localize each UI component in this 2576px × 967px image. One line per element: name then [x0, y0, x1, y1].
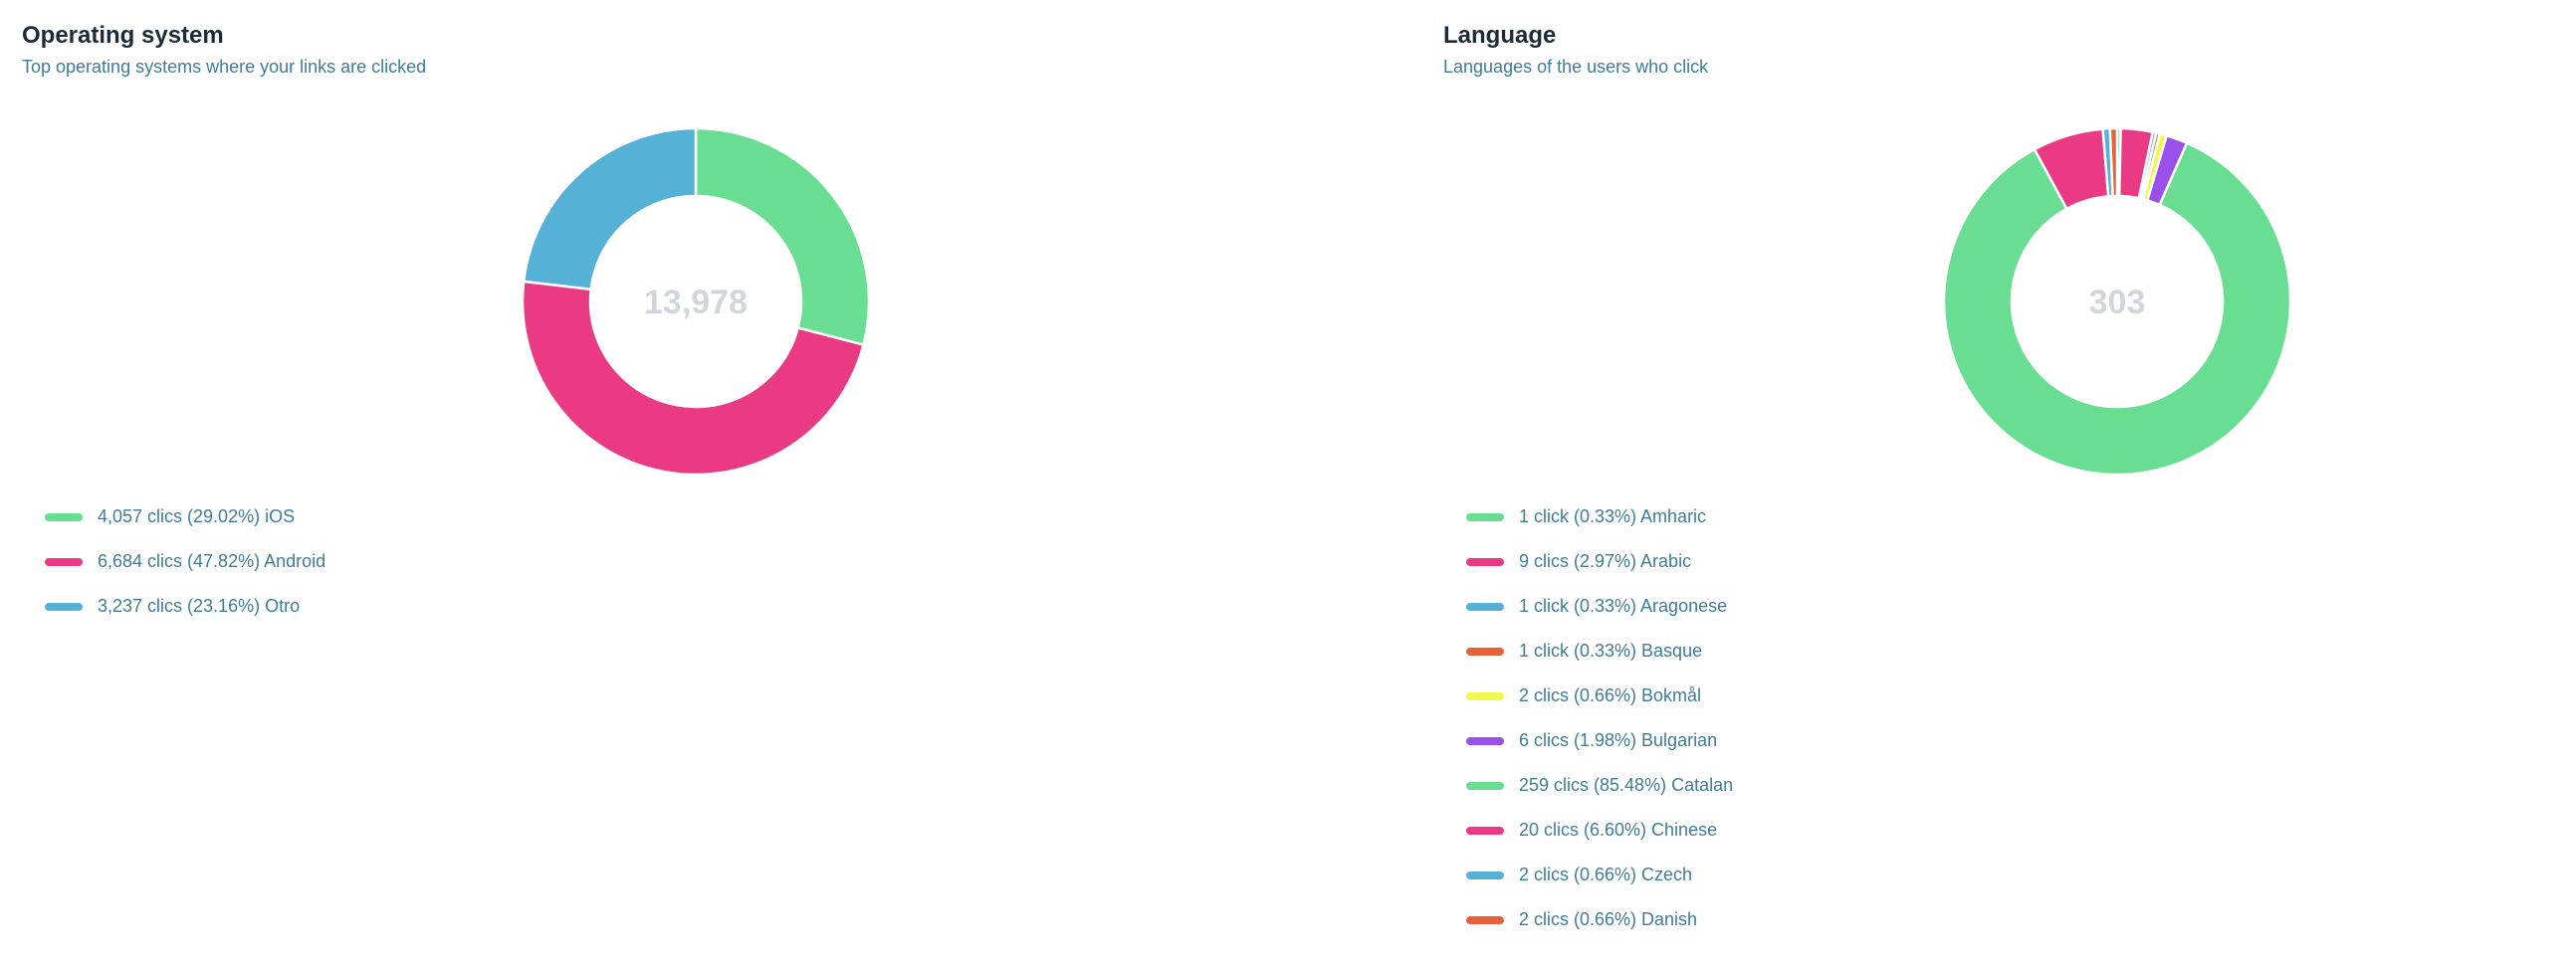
donut-center-total: 13,978: [644, 284, 748, 321]
legend-item[interactable]: 6,684 clics (47.82%) Android: [45, 539, 325, 584]
legend-item[interactable]: 259 clics (85.48%) Catalan: [1466, 763, 1733, 808]
legend-label: 1 click (0.33%) Aragonese: [1519, 596, 1728, 616]
donut-center-total: 303: [2089, 284, 2146, 321]
legend-item[interactable]: 1 click (0.33%) Aragonese: [1466, 584, 1733, 629]
chart-title: Operating system: [22, 22, 224, 49]
language-legend: 1 click (0.33%) Amharic 9 clics (2.97%) …: [1466, 494, 1733, 942]
chart-subtitle: Languages of the users who click: [1443, 57, 1709, 77]
legend-label: 4,057 clics (29.02%) iOS: [98, 506, 296, 526]
operating-system-panel: Operating system Top operating systems w…: [0, 0, 1234, 967]
legend-swatch: [1466, 557, 1504, 566]
legend-item[interactable]: 1 click (0.33%) Basque: [1466, 629, 1733, 674]
legend-item[interactable]: 9 clics (2.97%) Arabic: [1466, 539, 1733, 584]
legend-label: 9 clics (2.97%) Arabic: [1519, 551, 1692, 571]
donut-slice-catalan[interactable]: [1942, 141, 2292, 477]
legend-item[interactable]: 4,057 clics (29.02%) iOS: [45, 494, 325, 539]
chart-subtitle: Top operating systems where your links a…: [22, 57, 427, 77]
legend-swatch: [45, 602, 83, 611]
legend-swatch: [1466, 512, 1504, 521]
legend-label: 20 clics (6.60%) Chinese: [1519, 820, 1718, 840]
legend-item[interactable]: 20 clics (6.60%) Chinese: [1466, 808, 1733, 853]
legend-label: 2 clics (0.66%) Czech: [1519, 865, 1693, 884]
language-donut-slices: [1942, 126, 2292, 477]
legend-item[interactable]: 3,237 clics (23.16%) Otro: [45, 584, 325, 629]
legend-swatch: [1466, 691, 1504, 700]
donut-slice-danish[interactable]: [2108, 126, 2119, 198]
legend-item[interactable]: 2 clics (0.66%) Bokmål: [1466, 674, 1733, 718]
legend-label: 1 click (0.33%) Amharic: [1519, 506, 1707, 526]
legend-label: 6 clics (1.98%) Bulgarian: [1519, 730, 1718, 750]
language-panel: Language Languages of the users who clic…: [1421, 0, 2576, 967]
os-donut-chart: 13,978: [521, 126, 871, 477]
legend-label: 3,237 clics (23.16%) Otro: [98, 596, 301, 616]
legend-item[interactable]: 1 click (0.33%) Amharic: [1466, 494, 1733, 539]
legend-label: 2 clics (0.66%) Danish: [1519, 909, 1698, 929]
legend-label: 1 click (0.33%) Basque: [1519, 641, 1703, 661]
chart-title: Language: [1443, 22, 1557, 49]
language-donut-chart: 303: [1942, 126, 2292, 477]
legend-swatch: [1466, 826, 1504, 835]
donut-slice-otro[interactable]: [522, 126, 698, 291]
legend-label: 2 clics (0.66%) Bokmål: [1519, 685, 1702, 705]
legend-swatch: [1466, 736, 1504, 745]
legend-label: 6,684 clics (47.82%) Android: [98, 551, 326, 571]
legend-swatch: [1466, 915, 1504, 924]
legend-item[interactable]: 6 clics (1.98%) Bulgarian: [1466, 718, 1733, 763]
legend-swatch: [1466, 647, 1504, 656]
legend-label: 259 clics (85.48%) Catalan: [1519, 775, 1734, 795]
os-donut-slices: [521, 126, 871, 477]
legend-swatch: [1466, 781, 1504, 790]
legend-swatch: [45, 557, 83, 566]
legend-item[interactable]: 2 clics (0.66%) Danish: [1466, 897, 1733, 942]
donut-slice-android[interactable]: [521, 280, 865, 477]
os-legend: 4,057 clics (29.02%) iOS 6,684 clics (47…: [45, 494, 325, 629]
legend-swatch: [1466, 602, 1504, 611]
legend-item[interactable]: 2 clics (0.66%) Czech: [1466, 853, 1733, 897]
legend-swatch: [1466, 870, 1504, 879]
donut-slice-ios[interactable]: [694, 126, 871, 346]
legend-swatch: [45, 512, 83, 521]
